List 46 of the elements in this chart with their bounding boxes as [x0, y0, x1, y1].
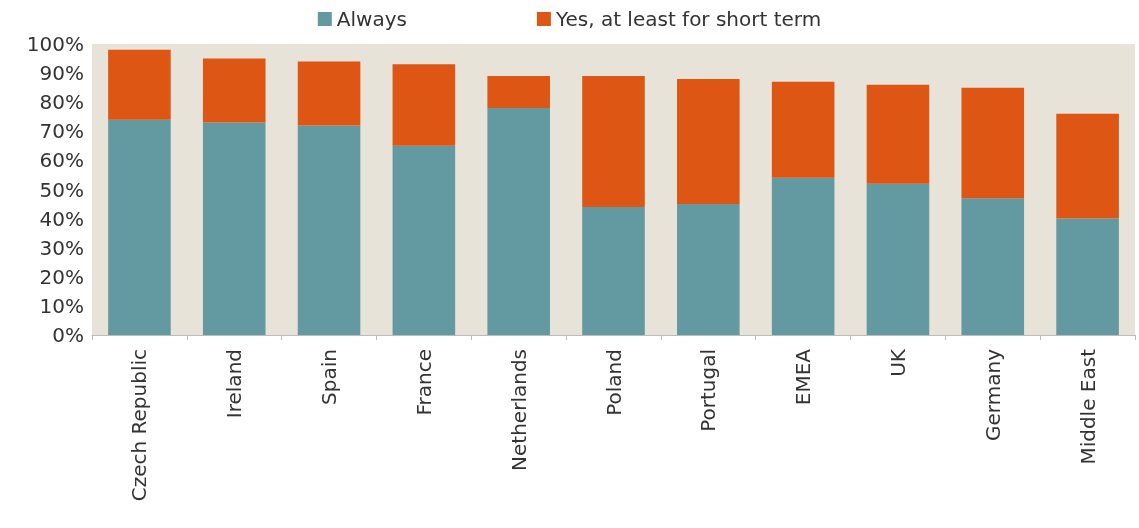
x-tick-label: Poland — [601, 349, 626, 416]
bar — [108, 49, 171, 120]
bar — [961, 87, 1025, 199]
bar — [297, 125, 361, 335]
y-tick-label: 0% — [52, 323, 84, 347]
y-tick-label: 60% — [39, 148, 84, 173]
bar — [297, 61, 361, 126]
x-tick-label: Portugal — [696, 349, 721, 432]
bar — [961, 198, 1025, 335]
x-tick-label: EMEA — [791, 348, 816, 406]
bar — [866, 183, 930, 335]
bar — [1056, 113, 1119, 219]
legend-label: Always — [336, 7, 407, 31]
y-tick-label: 10% — [39, 293, 84, 318]
bar — [1056, 218, 1119, 335]
x-tick-label: Ireland — [222, 349, 247, 419]
y-tick-label: 40% — [39, 206, 84, 231]
bar — [487, 108, 550, 335]
bar — [677, 78, 740, 205]
bar — [202, 122, 266, 335]
x-tick-label: Germany — [980, 348, 1005, 441]
bar — [582, 206, 645, 335]
bar — [202, 58, 266, 123]
y-tick-label: 100% — [26, 32, 84, 56]
bar — [771, 177, 835, 335]
bar — [392, 64, 456, 146]
legend-label: Yes, at least for short term — [554, 7, 822, 31]
bar — [108, 119, 171, 335]
bar — [392, 145, 456, 335]
y-tick-label: 70% — [39, 119, 84, 144]
bar — [582, 76, 645, 207]
x-tick-label: Czech Republic — [127, 349, 152, 502]
bar — [866, 84, 930, 184]
x-tick-label: France — [411, 349, 436, 416]
x-tick-label: UK — [885, 348, 910, 377]
bar — [487, 76, 550, 109]
y-tick-label: 80% — [39, 90, 84, 115]
x-tick-label: Middle East — [1075, 348, 1100, 465]
y-tick-label: 90% — [39, 61, 84, 86]
x-tick-label: Netherlands — [506, 349, 531, 471]
y-tick-label: 50% — [39, 177, 84, 202]
bar — [771, 81, 835, 178]
y-tick-label: 30% — [39, 235, 84, 260]
x-tick-label: Spain — [317, 349, 342, 405]
y-tick-label: 20% — [39, 264, 84, 289]
bar — [677, 204, 740, 335]
